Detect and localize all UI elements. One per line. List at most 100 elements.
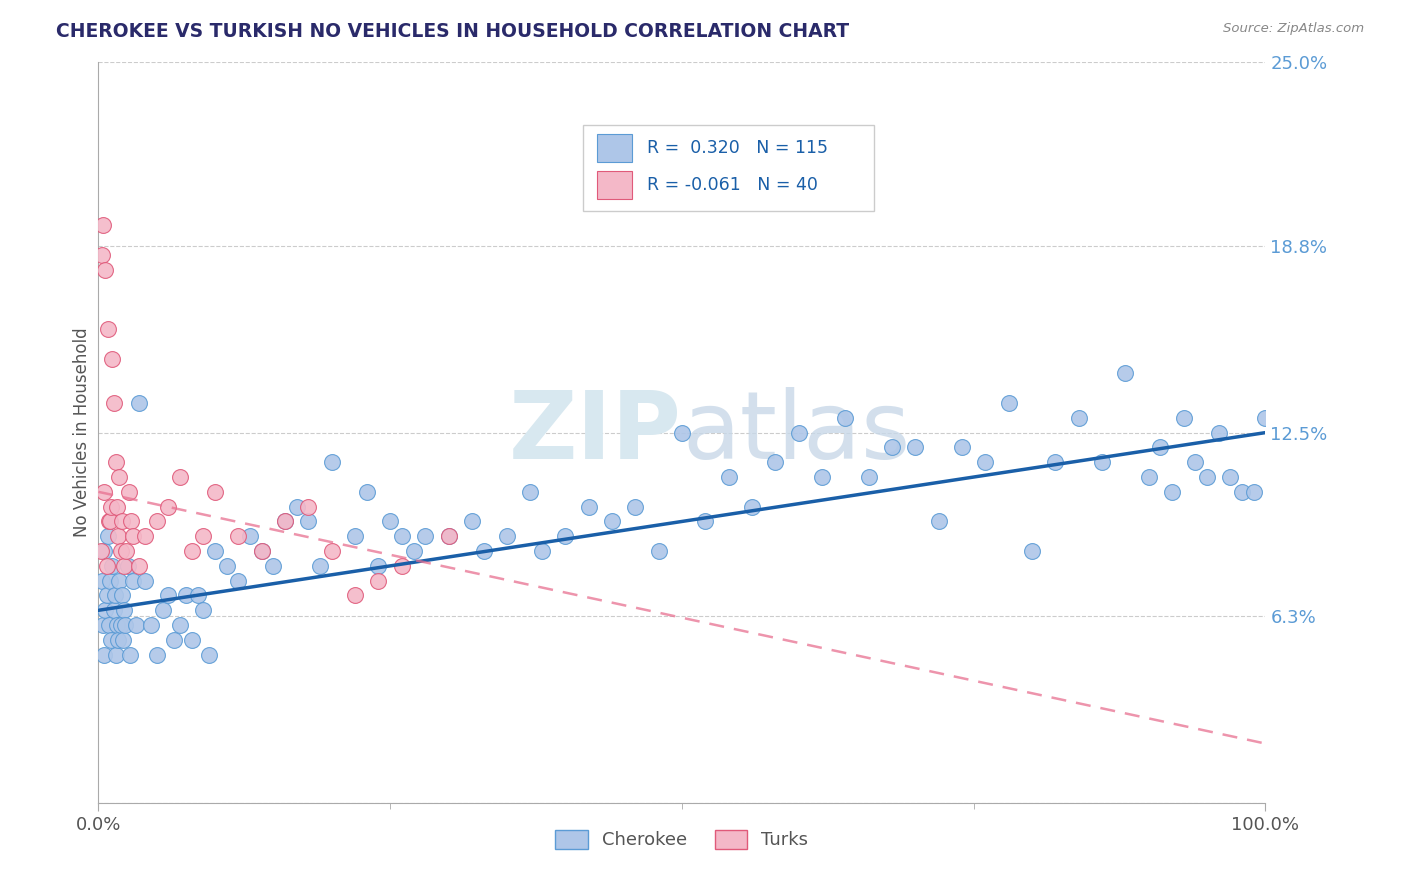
Point (112, 558, 135, 573)
Point (174, 589, 197, 603)
Point (103, 396, 125, 410)
Point (1045, 455, 1067, 469)
Point (741, 500, 763, 514)
Point (309, 558, 332, 573)
Legend: Cherokee, Turks: Cherokee, Turks (548, 822, 815, 856)
Point (187, 589, 209, 603)
Point (695, 515, 717, 529)
Point (117, 558, 139, 573)
Point (262, 558, 284, 573)
Point (950, 441, 973, 455)
Point (391, 558, 413, 573)
Point (180, 632, 202, 647)
Point (152, 603, 174, 617)
Bar (596, 171, 631, 200)
Point (250, 544, 273, 558)
Point (1243, 484, 1265, 499)
Point (1173, 410, 1195, 425)
Point (100, 500, 122, 514)
Point (112, 603, 135, 617)
Point (974, 455, 997, 469)
Point (122, 529, 145, 543)
Point (228, 574, 250, 588)
Point (91, 618, 114, 632)
Point (367, 574, 389, 588)
Point (103, 603, 125, 617)
Point (146, 648, 169, 662)
Point (104, 589, 127, 603)
Point (717, 470, 740, 484)
Point (134, 574, 156, 588)
Point (1091, 455, 1114, 469)
Point (105, 618, 128, 632)
Point (600, 515, 623, 529)
Point (321, 544, 343, 558)
Point (997, 396, 1019, 410)
Point (111, 515, 134, 529)
Point (163, 632, 186, 647)
Point (413, 529, 436, 543)
Point (554, 529, 576, 543)
FancyBboxPatch shape (582, 126, 875, 211)
Point (157, 589, 180, 603)
Point (204, 484, 226, 499)
Point (519, 484, 541, 499)
Point (204, 544, 226, 558)
Point (100, 632, 122, 647)
Point (928, 515, 950, 529)
Point (146, 515, 169, 529)
Point (787, 425, 810, 440)
Point (1208, 425, 1230, 440)
Point (93, 648, 115, 662)
Point (134, 529, 156, 543)
Point (97, 618, 120, 632)
Point (1197, 470, 1219, 484)
Point (108, 470, 131, 484)
Point (437, 529, 460, 543)
Text: R = -0.061   N = 40: R = -0.061 N = 40 (647, 177, 818, 194)
Point (90, 574, 112, 588)
Point (1161, 484, 1184, 499)
Point (96, 558, 118, 573)
Point (1021, 544, 1043, 558)
Point (122, 574, 145, 588)
Y-axis label: No Vehicles in Household: No Vehicles in Household (73, 327, 91, 538)
Point (578, 500, 600, 514)
Point (297, 500, 319, 514)
Point (215, 558, 238, 573)
Point (274, 515, 297, 529)
Point (321, 455, 343, 469)
Point (356, 484, 378, 499)
Point (811, 470, 834, 484)
Point (1219, 470, 1241, 484)
Point (297, 515, 319, 529)
Text: R =  0.320   N = 115: R = 0.320 N = 115 (647, 139, 828, 157)
Point (344, 589, 367, 603)
Point (104, 648, 127, 662)
Point (98, 515, 121, 529)
Point (1254, 410, 1277, 425)
Point (437, 529, 460, 543)
Point (169, 470, 191, 484)
Text: Source: ZipAtlas.com: Source: ZipAtlas.com (1223, 22, 1364, 36)
Point (496, 529, 519, 543)
Point (193, 529, 215, 543)
Bar (596, 135, 631, 162)
Point (94, 262, 117, 277)
Point (198, 648, 221, 662)
Text: CHEROKEE VS TURKISH NO VEHICLES IN HOUSEHOLD CORRELATION CHART: CHEROKEE VS TURKISH NO VEHICLES IN HOUSE… (56, 22, 849, 41)
Point (120, 515, 142, 529)
Point (105, 500, 128, 514)
Point (98, 574, 121, 588)
Point (90, 544, 112, 558)
Point (115, 544, 138, 558)
Point (904, 441, 927, 455)
Point (169, 618, 191, 632)
Point (96, 589, 118, 603)
Point (125, 618, 148, 632)
Point (139, 618, 162, 632)
Point (228, 529, 250, 543)
Point (111, 632, 134, 647)
Point (93, 544, 115, 558)
Point (97, 529, 120, 543)
